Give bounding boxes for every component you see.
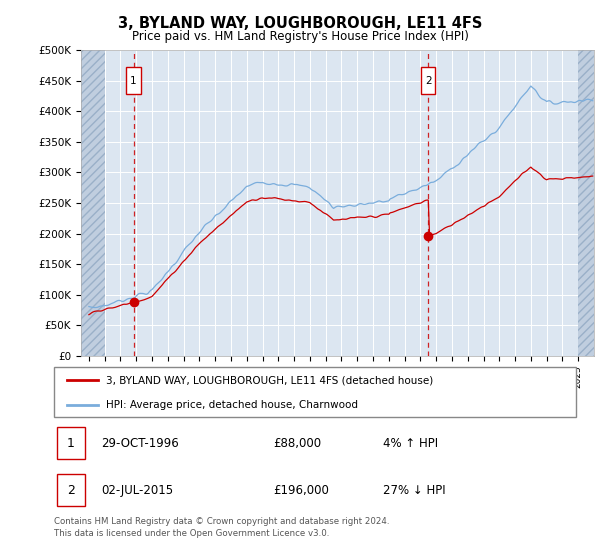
Text: Contains HM Land Registry data © Crown copyright and database right 2024.
This d: Contains HM Land Registry data © Crown c… bbox=[54, 517, 389, 538]
Bar bbox=[81, 50, 104, 356]
Text: 02-JUL-2015: 02-JUL-2015 bbox=[101, 484, 173, 497]
FancyBboxPatch shape bbox=[127, 68, 140, 94]
Text: 3, BYLAND WAY, LOUGHBOROUGH, LE11 4FS (detached house): 3, BYLAND WAY, LOUGHBOROUGH, LE11 4FS (d… bbox=[106, 375, 433, 385]
Text: 2: 2 bbox=[67, 484, 75, 497]
Text: Price paid vs. HM Land Registry's House Price Index (HPI): Price paid vs. HM Land Registry's House … bbox=[131, 30, 469, 43]
FancyBboxPatch shape bbox=[421, 68, 436, 94]
Text: 27% ↓ HPI: 27% ↓ HPI bbox=[383, 484, 445, 497]
Text: 29-OCT-1996: 29-OCT-1996 bbox=[101, 437, 179, 450]
Text: 1: 1 bbox=[130, 76, 137, 86]
Text: £196,000: £196,000 bbox=[273, 484, 329, 497]
Text: HPI: Average price, detached house, Charnwood: HPI: Average price, detached house, Char… bbox=[106, 400, 358, 409]
Text: 2: 2 bbox=[425, 76, 431, 86]
FancyBboxPatch shape bbox=[56, 474, 85, 506]
Text: 3, BYLAND WAY, LOUGHBOROUGH, LE11 4FS: 3, BYLAND WAY, LOUGHBOROUGH, LE11 4FS bbox=[118, 16, 482, 31]
Text: 1: 1 bbox=[67, 437, 75, 450]
FancyBboxPatch shape bbox=[54, 367, 576, 417]
Bar bbox=[578, 50, 594, 356]
Text: £88,000: £88,000 bbox=[273, 437, 322, 450]
FancyBboxPatch shape bbox=[56, 427, 85, 459]
Text: 4% ↑ HPI: 4% ↑ HPI bbox=[383, 437, 438, 450]
